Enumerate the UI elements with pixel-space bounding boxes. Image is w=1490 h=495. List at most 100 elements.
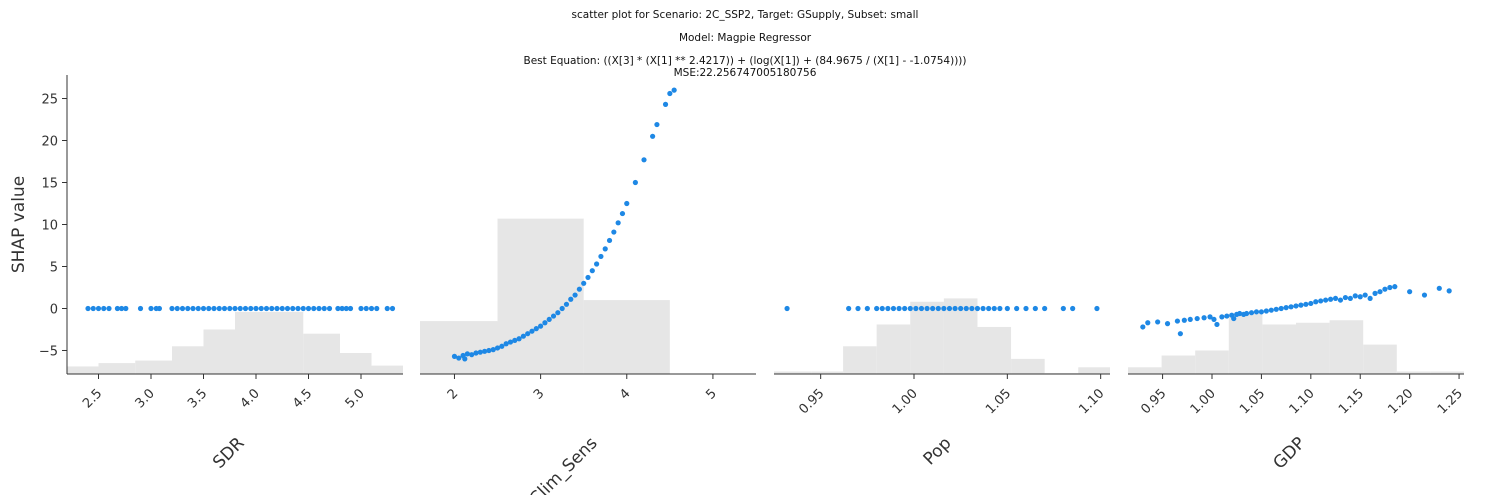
x-tick-label: 2.5 [80,386,105,411]
x-tick-label: 4 [617,386,633,402]
data-point [542,320,548,326]
data-point [924,305,930,312]
data-point [1313,299,1319,305]
data-point [846,305,852,312]
data-point [1308,300,1314,307]
data-point [311,305,317,312]
data-point [494,345,501,351]
data-point [464,351,470,357]
data-point [1023,305,1029,312]
histogram-bar [67,366,99,374]
x-tick-label: 1.10 [1287,386,1318,417]
data-point [969,305,975,312]
data-point [179,305,186,312]
x-axis-label: Clim_Sens [526,433,602,495]
data-point [918,305,925,312]
data-point [321,305,327,312]
y-tick-label: 15 [41,177,58,192]
x-tick-label: 1.20 [1385,386,1416,417]
data-point [1140,324,1146,330]
data-point [169,305,175,312]
data-point [525,331,531,337]
data-point [855,305,861,312]
x-tick-label: 3.5 [185,386,210,411]
data-point [1004,305,1010,312]
histogram-bar [583,300,670,374]
data-point [85,305,91,312]
data-point [148,305,154,312]
histogram-bar [1161,355,1196,374]
data-point [1367,295,1373,302]
data-point [654,121,660,128]
data-point [216,305,222,312]
histogram-bar [1430,371,1464,374]
data-point [1263,308,1269,314]
histogram-bar [172,346,204,374]
data-point [624,200,630,207]
data-point [451,353,458,359]
histogram-bar [843,346,877,374]
data-point [581,280,587,286]
data-point [958,305,964,312]
data-point [1042,305,1048,312]
data-point [1094,305,1100,312]
histogram-bar [774,371,812,374]
y-axis-label: SHAP value [9,176,29,273]
data-point [538,323,544,329]
data-point [585,274,591,281]
data-point [507,339,514,345]
data-point [879,305,885,312]
histogram-bar [1011,358,1045,374]
data-point [1014,305,1020,312]
data-point [114,305,120,312]
y-tick-label: 10 [41,219,58,234]
data-point [896,305,902,312]
data-point [1201,315,1207,321]
data-point [667,90,673,97]
data-point [374,305,380,312]
data-point [1337,297,1344,303]
histogram-bar [910,301,944,374]
data-point [546,316,552,323]
data-point [1181,317,1187,323]
data-point [1032,305,1038,312]
data-point [389,305,396,312]
data-point [1407,289,1413,295]
histogram-bar [1262,324,1296,374]
data-point [185,305,191,312]
data-point [106,305,112,312]
data-point [101,305,107,312]
histogram-bar [1128,367,1162,374]
data-point [1219,314,1225,320]
data-point [1293,303,1299,309]
data-point [1253,309,1260,315]
histogram-bar [1363,344,1397,374]
data-point [997,305,1003,312]
data-point [232,305,238,312]
data-point [90,305,96,312]
data-point [902,305,908,312]
data-point [568,296,574,302]
data-point [533,326,539,332]
data-point [1436,285,1442,291]
x-tick-label: 4.0 [238,386,263,411]
data-point [907,305,913,312]
data-point [326,305,333,312]
x-tick-label: 5 [703,386,719,402]
data-point [473,350,479,356]
data-point [1347,295,1353,302]
data-point [347,305,354,312]
data-point [490,347,496,353]
data-point [1211,316,1217,323]
x-tick-label: 1.00 [1188,386,1219,417]
data-point [1224,313,1230,319]
data-point [529,328,535,334]
histogram-bar [1078,367,1110,374]
x-tick-label: 1.05 [983,386,1014,417]
x-tick-label: 5.0 [343,386,368,411]
x-axis-label: GDP [1270,433,1310,473]
data-point [119,305,125,312]
data-point [555,310,561,316]
data-point [1357,294,1363,300]
data-point [477,349,483,355]
